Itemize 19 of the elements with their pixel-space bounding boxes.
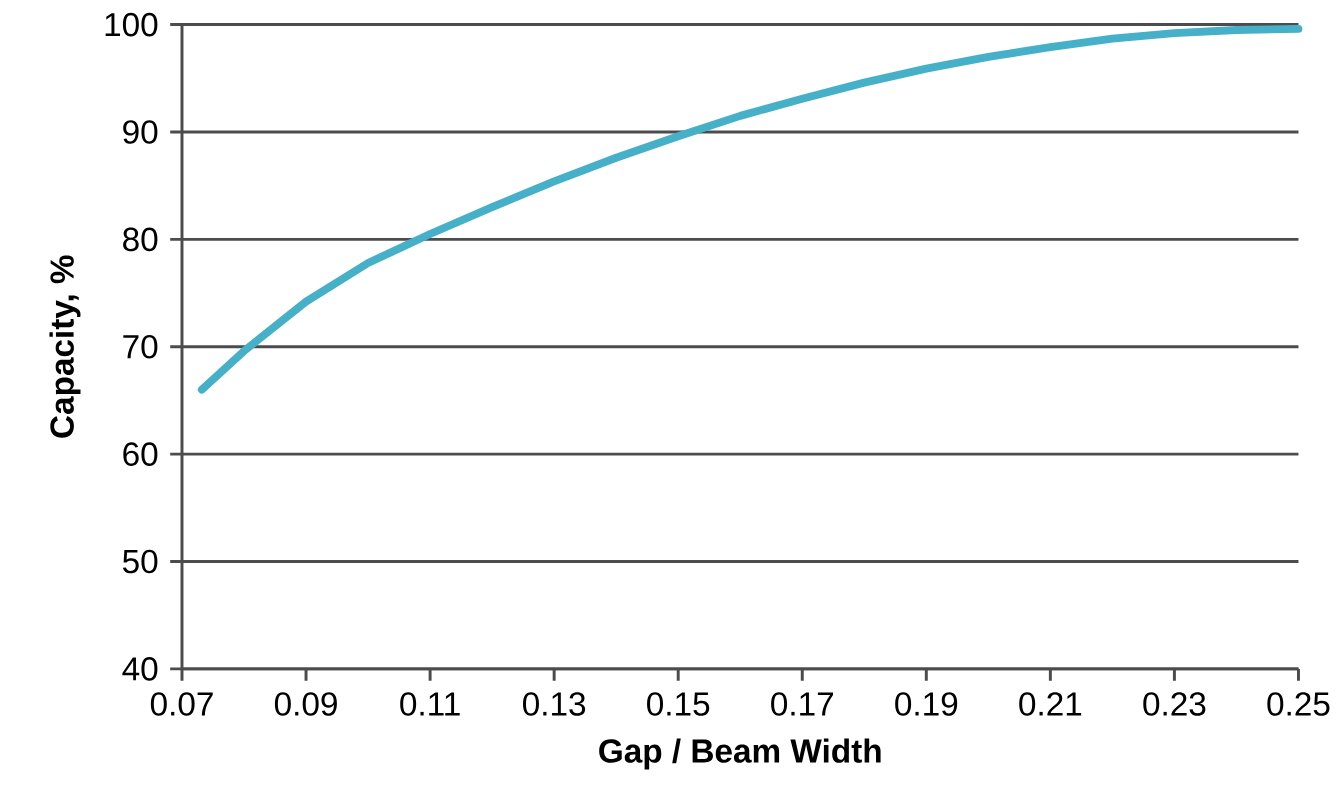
y-tick-label: 40 [122,657,158,681]
x-tick-label: 0.07 [150,692,213,717]
y-tick-label: 50 [122,549,158,574]
y-tick-label: 100 [105,13,158,37]
x-tick-label: 0.21 [1019,692,1082,717]
x-tick-label: 0.13 [523,692,586,717]
y-tick-label: 90 [123,120,158,144]
x-tick-label: 0.15 [647,692,710,717]
x-tick-label: 0.25 [1267,692,1330,717]
x-tick-label: 0.17 [771,692,833,717]
x-tick-label: 0.19 [895,692,958,717]
y-tick-label: 60 [123,442,158,467]
x-axis-title: Gap / Beam Width [599,738,881,770]
y-tick-label: 80 [123,227,158,252]
x-tick-label: 0.11 [400,692,460,717]
y-tick-label: 70 [123,335,158,359]
x-tick-label: 0.09 [274,692,337,717]
x-tick-label: 0.23 [1143,692,1206,717]
y-axis-title: Capacity, % [49,255,81,438]
